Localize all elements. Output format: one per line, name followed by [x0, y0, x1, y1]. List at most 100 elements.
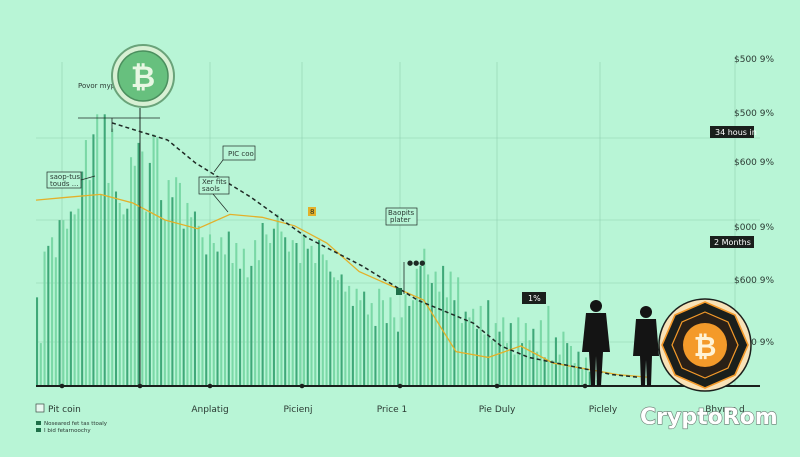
bar: [449, 271, 452, 386]
bar: [92, 134, 95, 386]
bar: [66, 228, 69, 386]
bar: [562, 331, 565, 386]
bar: [524, 323, 527, 386]
annotation-mid-box: Xer fits saols: [198, 176, 230, 213]
annotation-pic-coo: PIC coo: [213, 145, 256, 173]
bar: [126, 208, 129, 386]
bar: [445, 297, 448, 386]
bar: [423, 248, 426, 386]
bar: [39, 343, 42, 386]
legend: Pit coin Noseared fet tas ttoaly I bid f…: [35, 403, 108, 434]
bar: [314, 263, 317, 386]
bar: [464, 311, 467, 386]
bar: [558, 354, 561, 386]
bar: [378, 288, 381, 386]
bar: [73, 214, 76, 386]
bar: [438, 291, 441, 386]
bar: [355, 288, 358, 386]
bar: [242, 248, 245, 386]
bar: [175, 177, 178, 386]
right-tick-label: $500 9%: [734, 55, 774, 65]
bar: [588, 371, 591, 386]
x-axis-marker: [299, 383, 305, 389]
bar: [257, 260, 260, 386]
businessman-silhouette-icon: [582, 300, 659, 386]
bar: [318, 240, 321, 386]
svg-text:₿: ₿: [694, 330, 717, 363]
bar: [521, 343, 524, 386]
bar: [359, 300, 362, 386]
bar: [190, 217, 193, 386]
bar: [577, 351, 580, 386]
bar: [295, 243, 298, 386]
bar: [483, 334, 486, 386]
bar: [58, 220, 61, 386]
bar: [205, 254, 208, 386]
bar: [344, 291, 347, 386]
bar: [118, 202, 121, 386]
bar: [509, 323, 512, 386]
svg-text:Pit coin: Pit coin: [48, 405, 81, 415]
right-tick-label: $600 9%: [734, 276, 774, 286]
bar: [141, 151, 144, 386]
bar: [276, 214, 279, 386]
bar: [272, 228, 275, 386]
bar: [77, 208, 80, 386]
x-axis-marker: [397, 383, 403, 389]
bar: [430, 283, 433, 386]
bar: [434, 271, 437, 386]
bar: [261, 222, 264, 386]
annotation-dots: ●●●: [396, 259, 425, 295]
bar: [400, 317, 403, 386]
bar: [269, 243, 272, 386]
bar: [220, 237, 223, 386]
bar: [167, 180, 170, 386]
bar: [340, 274, 343, 386]
bar: [460, 323, 463, 386]
bar: [43, 251, 46, 386]
bar: [62, 220, 65, 386]
svg-text:8: 8: [310, 208, 314, 216]
bar: [235, 243, 238, 386]
bar: [442, 265, 445, 386]
bar: [351, 305, 354, 386]
bar: [419, 265, 422, 386]
x-tick-label: Anplatig: [191, 405, 228, 415]
bar: [88, 180, 91, 386]
bar: [152, 134, 155, 386]
bar: [299, 263, 302, 386]
bar: [453, 300, 456, 386]
bar: [475, 328, 478, 386]
svg-text:1%: 1%: [528, 294, 541, 303]
svg-text:Noseared fet tas ttoaly: Noseared fet tas ttoaly: [44, 421, 108, 427]
bar: [96, 114, 99, 387]
x-axis-marker: [207, 383, 213, 389]
bar: [321, 254, 324, 386]
bar: [554, 337, 557, 386]
bar: [396, 331, 400, 386]
bar: [254, 240, 257, 386]
x-axis-marker: [582, 383, 588, 389]
bar: [107, 182, 110, 386]
x-axis-labels: Anplatig Picienj Price 1 Pie Duly Piclely Bhy…: [191, 405, 744, 415]
bar-series: [36, 114, 599, 387]
bar: [54, 257, 57, 386]
label-months: 2 Months: [710, 236, 754, 248]
bar: [517, 317, 520, 386]
bar: [69, 211, 72, 386]
bar: [573, 363, 576, 386]
right-tick-label: $000 9%: [734, 223, 774, 233]
bar: [47, 245, 50, 386]
bar: [193, 211, 196, 386]
bar: [186, 202, 189, 386]
svg-text:●●●: ●●●: [407, 259, 425, 267]
bar: [208, 234, 212, 386]
bar: [412, 300, 415, 386]
bar: [306, 248, 309, 386]
bar: [513, 354, 516, 386]
x-axis-marker: [59, 383, 65, 389]
bar: [427, 274, 430, 386]
label-hours: 34 hous in: [710, 126, 757, 138]
bar: [404, 294, 407, 386]
